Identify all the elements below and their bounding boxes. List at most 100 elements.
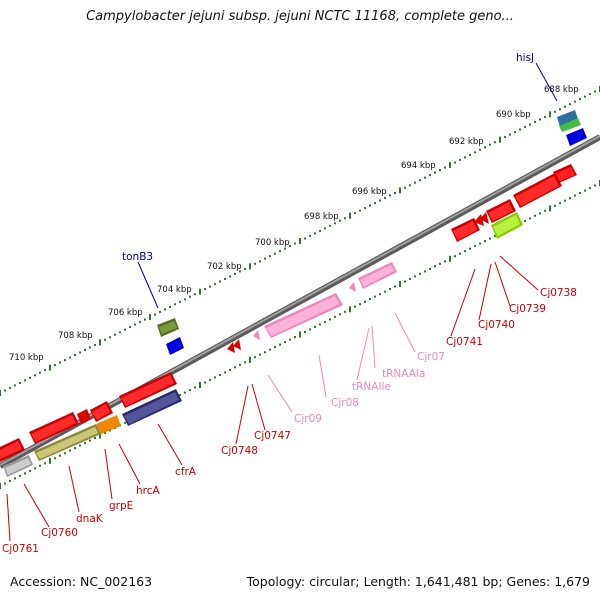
minor-tick — [529, 123, 531, 126]
gene-label-cj0738[interactable]: Cj0738 — [540, 287, 577, 299]
minor-tick — [94, 343, 96, 346]
minor-tick — [24, 379, 26, 382]
minor-tick — [494, 141, 496, 144]
minor-tick — [459, 158, 461, 161]
gene-arrow-cj0739[interactable] — [513, 173, 562, 208]
gene-label-cj0761[interactable]: Cj0761 — [2, 543, 39, 555]
minor-tick — [559, 108, 561, 111]
gene-arrow-cj0760[interactable] — [0, 438, 25, 462]
scale-label: 702 kbp — [207, 262, 242, 272]
minor-tick — [304, 237, 306, 240]
rna-arrow-cjr08[interactable] — [264, 293, 343, 338]
minor-tick — [14, 477, 16, 480]
gene-arrow-cj0740[interactable] — [486, 199, 516, 223]
rna-label-cjr08[interactable]: Cjr08 — [331, 397, 359, 409]
minor-tick — [294, 242, 296, 245]
minor-tick — [264, 351, 266, 354]
minor-tick — [544, 209, 546, 212]
major-tick — [249, 263, 251, 270]
minor-tick — [254, 262, 256, 265]
rna-arrow-cjr09[interactable] — [253, 330, 260, 340]
gene-label-tonb3[interactable]: tonB3 — [122, 251, 153, 263]
major-tick — [549, 205, 551, 212]
minor-tick — [469, 247, 471, 250]
gene-arrow-hisj[interactable] — [557, 110, 587, 146]
gene-arrow-lime[interactable] — [491, 212, 523, 239]
major-tick — [449, 255, 451, 262]
minor-tick — [234, 366, 236, 369]
gene-label-hrca[interactable]: hrcA — [136, 485, 161, 497]
major-tick — [299, 331, 301, 338]
gene-label-cj0747[interactable]: Cj0747 — [254, 430, 291, 442]
minor-tick — [524, 219, 526, 222]
minor-tick — [554, 204, 556, 207]
scale-label: 710 kbp — [9, 353, 44, 363]
gene-label-hisj[interactable]: hisJ — [516, 52, 534, 64]
minor-tick — [239, 363, 241, 366]
gene-arrow-cj0761[interactable] — [3, 455, 33, 477]
gene-arrow-cfra[interactable] — [119, 372, 177, 408]
minor-tick — [464, 250, 466, 253]
minor-tick — [314, 232, 316, 235]
rna-label-trnaala[interactable]: tRNAAla — [382, 368, 425, 380]
minor-tick — [189, 389, 191, 392]
gene-label-grpe[interactable]: grpE — [109, 500, 133, 512]
gene-arrow-cj0738[interactable] — [553, 164, 577, 183]
major-tick — [149, 314, 151, 320]
minor-tick — [9, 479, 11, 482]
gene-arrow-cj0747-48[interactable] — [227, 339, 241, 353]
rna-arrow-trna[interactable] — [349, 282, 356, 292]
minor-tick — [559, 202, 561, 205]
gene-label-cj0739[interactable]: Cj0739 — [509, 303, 546, 315]
minor-tick — [364, 207, 366, 210]
minor-tick — [429, 267, 431, 270]
minor-tick — [324, 227, 326, 230]
minor-tick — [589, 187, 591, 190]
rna-arrow-cjr07[interactable] — [358, 262, 397, 289]
gene-arrow-cj0742-small[interactable] — [474, 212, 489, 226]
gene-arrow-cfra-inner[interactable] — [122, 389, 182, 426]
minor-tick — [74, 354, 76, 356]
minor-tick — [79, 351, 81, 354]
gene-label-cj0748[interactable]: Cj0748 — [221, 445, 258, 457]
scale-label: 688 kbp — [544, 85, 579, 95]
minor-tick — [524, 126, 526, 128]
gene-label-cfra[interactable]: cfrA — [175, 466, 197, 478]
minor-tick — [314, 325, 316, 328]
minor-tick — [309, 234, 311, 237]
major-tick — [399, 281, 401, 287]
gene-arrow-dnak[interactable] — [29, 412, 79, 444]
major-tick — [549, 111, 551, 118]
minor-tick — [274, 252, 276, 255]
minor-tick — [339, 313, 341, 316]
gene-label-cj0740[interactable]: Cj0740 — [478, 319, 515, 331]
minor-tick — [179, 394, 181, 397]
minor-tick — [329, 318, 331, 321]
gene-arrow-dnak-inner[interactable] — [34, 415, 121, 461]
gene-arrow-tonb3[interactable] — [157, 318, 184, 355]
gene-label-cj0741[interactable]: Cj0741 — [446, 336, 483, 348]
gene-arrow-cj0741[interactable] — [451, 218, 480, 242]
minor-tick — [54, 457, 56, 460]
scale-label: 698 kbp — [304, 212, 339, 222]
rna-label-cjr07[interactable]: Cjr07 — [417, 351, 445, 363]
minor-tick — [224, 371, 226, 374]
gene-arrow-hrca[interactable] — [90, 401, 113, 422]
minor-tick — [439, 169, 441, 172]
minor-tick — [264, 257, 266, 260]
minor-tick — [139, 321, 141, 324]
rna-label-trnaile[interactable]: tRNAIle — [352, 381, 391, 393]
gene-label-dnak[interactable]: dnaK — [76, 513, 104, 525]
minor-tick — [29, 376, 31, 379]
gene-label-cj0760[interactable]: Cj0760 — [41, 527, 78, 539]
minor-tick — [379, 199, 381, 202]
rna-label-cjr09[interactable]: Cjr09 — [294, 413, 322, 425]
major-tick — [0, 390, 1, 396]
minor-tick — [119, 331, 121, 334]
gene-arrow-grpe[interactable] — [77, 409, 91, 424]
minor-tick — [194, 293, 196, 296]
minor-tick — [209, 285, 211, 288]
minor-tick — [574, 100, 576, 103]
minor-tick — [454, 255, 456, 258]
minor-tick — [404, 186, 406, 189]
